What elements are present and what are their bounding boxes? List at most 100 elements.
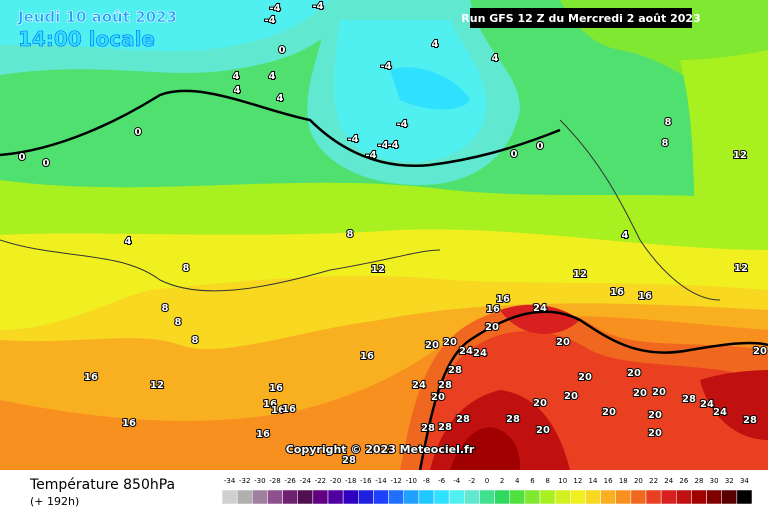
- scale-swatch: [221, 489, 238, 505]
- scale-label: -16: [360, 477, 372, 485]
- contour-label: 12: [733, 150, 747, 161]
- scale-swatch: [570, 489, 586, 505]
- contour-label: 20: [648, 410, 662, 421]
- contour-label: 8: [665, 117, 672, 128]
- contour-label: 16: [486, 304, 500, 315]
- scale-label: 28: [695, 477, 704, 485]
- contour-label: 0: [43, 158, 50, 169]
- contour-label: 20: [485, 322, 499, 333]
- scale-label: 34: [740, 477, 749, 485]
- scale-label: 12: [573, 477, 582, 485]
- footer-lead: (+ 192h): [30, 495, 79, 508]
- scale-swatch: [524, 489, 541, 505]
- scale-swatch: [600, 489, 616, 505]
- contour-label: 20: [578, 372, 592, 383]
- map-background: [0, 0, 768, 471]
- contour-label: 16: [269, 383, 283, 394]
- contour-label: 28: [456, 414, 470, 425]
- contour-label: 20: [536, 425, 550, 436]
- contour-label: 16: [84, 372, 98, 383]
- contour-label: 8: [175, 317, 182, 328]
- contour-label: 24: [700, 399, 714, 410]
- contour-label: 24: [459, 346, 473, 357]
- contour-label: -4: [269, 3, 280, 14]
- scale-swatch: [358, 489, 374, 505]
- scale-swatch: [509, 489, 526, 505]
- contour-label: 16: [122, 418, 136, 429]
- scale-label: 14: [589, 477, 598, 485]
- scale-swatch: [615, 489, 632, 505]
- scale-swatch: [297, 489, 314, 505]
- forecast-date: Jeudi 10 août 2023: [17, 8, 177, 26]
- scale-label: 10: [558, 477, 567, 485]
- footer-title: Température 850hPa: [29, 477, 175, 493]
- scale-label: -34: [224, 477, 236, 485]
- scale-label: -10: [406, 477, 417, 485]
- run-box: [470, 8, 692, 28]
- scale-label: 18: [619, 477, 628, 485]
- scale-label: -26: [284, 477, 296, 485]
- scale-swatch: [676, 489, 692, 505]
- scale-label: 0: [485, 477, 489, 485]
- contour-label: 8: [192, 335, 199, 346]
- contour-label: 20: [753, 346, 767, 357]
- scale-swatch: [388, 489, 404, 505]
- contour-label: 12: [150, 380, 164, 391]
- scale-label: -18: [345, 477, 356, 485]
- scale-label: 8: [545, 477, 549, 485]
- contour-label: 20: [443, 337, 457, 348]
- contour-label: 28: [421, 423, 435, 434]
- scale-swatch: [660, 489, 677, 505]
- scale-label: -24: [300, 477, 312, 485]
- scale-swatch: [645, 489, 662, 505]
- scale-swatch: [433, 489, 450, 505]
- contour-label: 28: [448, 365, 462, 376]
- contour-label: 4: [234, 85, 241, 96]
- scale-swatch: [418, 489, 435, 505]
- contour-label: 4: [269, 71, 276, 82]
- contour-label: 4: [125, 236, 132, 247]
- scale-swatch: [403, 489, 420, 505]
- contour-label: 4: [233, 71, 240, 82]
- contour-label: -4: [377, 140, 388, 151]
- contour-label: 8: [347, 229, 354, 240]
- scale-label: 24: [664, 477, 673, 485]
- contour-label: 0: [537, 141, 544, 152]
- contour-label: 12: [734, 263, 748, 274]
- contour-label: 28: [438, 380, 452, 391]
- scale-swatch: [282, 489, 298, 505]
- contour-label: 16: [638, 291, 652, 302]
- contour-label: -4: [312, 1, 323, 12]
- contour-label: 8: [183, 263, 190, 274]
- scale-label: -8: [423, 477, 430, 485]
- contour-label: 28: [342, 455, 356, 466]
- scale-label: 6: [530, 477, 535, 485]
- contour-label: 24: [533, 303, 547, 314]
- contour-label: 28: [438, 422, 452, 433]
- scale-swatch: [267, 489, 283, 505]
- scale-swatch: [554, 489, 571, 505]
- contour-label: 16: [282, 404, 296, 415]
- scale-label: 22: [649, 477, 658, 485]
- contour-label: 20: [533, 398, 547, 409]
- scale-label: -20: [330, 477, 341, 485]
- contour-label: -4: [396, 119, 407, 130]
- scale-swatch: [479, 489, 495, 505]
- contour-label: 28: [506, 414, 520, 425]
- contour-label: 16: [610, 287, 624, 298]
- contour-label: 24: [713, 407, 727, 418]
- scale-label: 4: [515, 477, 520, 485]
- contour-label: 16: [360, 351, 374, 362]
- scale-swatch: [706, 489, 722, 505]
- contour-label: 20: [652, 387, 666, 398]
- contour-label: 4: [622, 230, 629, 241]
- scale-label: 32: [725, 477, 734, 485]
- scale-swatch: [448, 489, 465, 505]
- scale-swatch: [312, 489, 329, 505]
- contour-label: 20: [556, 337, 570, 348]
- scale-swatch: [373, 489, 389, 505]
- scale-swatch: [342, 489, 359, 505]
- scale-label: -30: [254, 477, 265, 485]
- scale-label: -4: [453, 477, 461, 485]
